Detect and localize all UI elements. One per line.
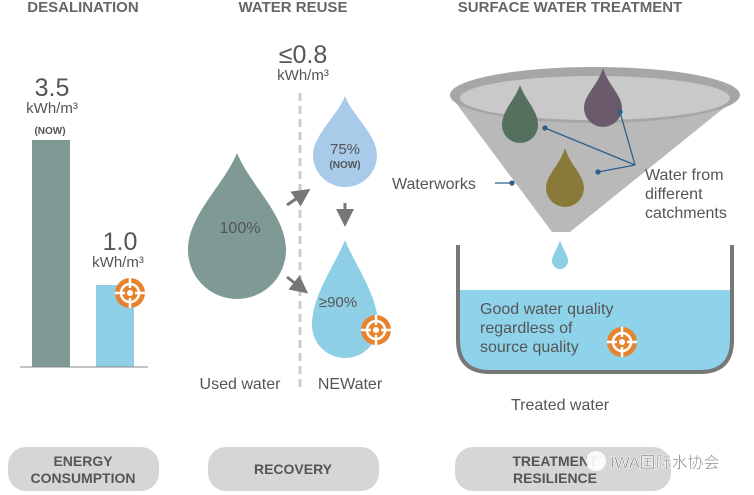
quality-line-3: source quality [480, 339, 579, 356]
pill-energy-line1: ENERGY [53, 453, 113, 469]
arrow-down-right [286, 275, 309, 294]
catchment-leader-lines [495, 109, 636, 186]
desal-now-bar [32, 140, 70, 367]
pill-energy-line2: CONSUMPTION [31, 470, 136, 486]
desal-now-value: 3.5 [35, 74, 70, 102]
falling-drop [552, 240, 568, 269]
target-icon [113, 276, 147, 310]
catchment-drop-green [502, 85, 538, 143]
treated-water-label: Treated water [511, 397, 610, 414]
surface-title: SURFACE WATER TREATMENT [458, 0, 682, 16]
recovery-pill [208, 447, 379, 491]
treated-water-fill [458, 290, 732, 372]
pill-recovery: RECOVERY [254, 461, 333, 477]
catchments-label-3: catchments [645, 205, 727, 222]
desal-target-value: 1.0 [103, 228, 138, 256]
desal-now-tag: (NOW) [34, 126, 65, 137]
used-pct: 100% [220, 220, 261, 237]
arrow-up-right [286, 188, 311, 207]
target-pct: ≥90% [319, 294, 357, 311]
quality-line-1: Good water quality [480, 301, 613, 318]
pill-treatment-line2: RESILIENCE [513, 470, 597, 486]
target-icon [605, 325, 639, 359]
desal-now-unit: kWh/m³ [26, 100, 78, 117]
catchment-drop-purple [584, 68, 622, 127]
now-pct: 75% [330, 141, 360, 158]
now-tag: (NOW) [329, 160, 360, 171]
energy-consumption-pill [8, 447, 159, 491]
catchments-label-1: Water from [645, 167, 724, 184]
waterworks-label: Waterworks [392, 176, 476, 193]
desalination-title: DESALINATION [27, 0, 138, 16]
watermark: IWA国际水协会 [610, 454, 720, 472]
newater-label: NEWater [318, 376, 383, 393]
used-water-label: Used water [200, 376, 282, 393]
pill-treatment-line1: TREATMENT [512, 453, 598, 469]
now-drop [313, 96, 377, 187]
treatment-resilience-pill [455, 447, 671, 491]
catchment-drop-olive [546, 148, 584, 207]
target-icon [359, 313, 393, 347]
wechat-icon [586, 451, 606, 471]
reuse-energy-unit: kWh/m³ [277, 67, 329, 84]
used-water-drop [188, 153, 286, 299]
desal-target-unit: kWh/m³ [92, 254, 144, 271]
reuse-energy-value: ≤0.8 [279, 41, 327, 69]
catchments-label-2: different [645, 186, 703, 203]
water-reuse-title: WATER REUSE [239, 0, 348, 16]
quality-line-2: regardless of [480, 320, 573, 337]
basin [456, 245, 734, 374]
